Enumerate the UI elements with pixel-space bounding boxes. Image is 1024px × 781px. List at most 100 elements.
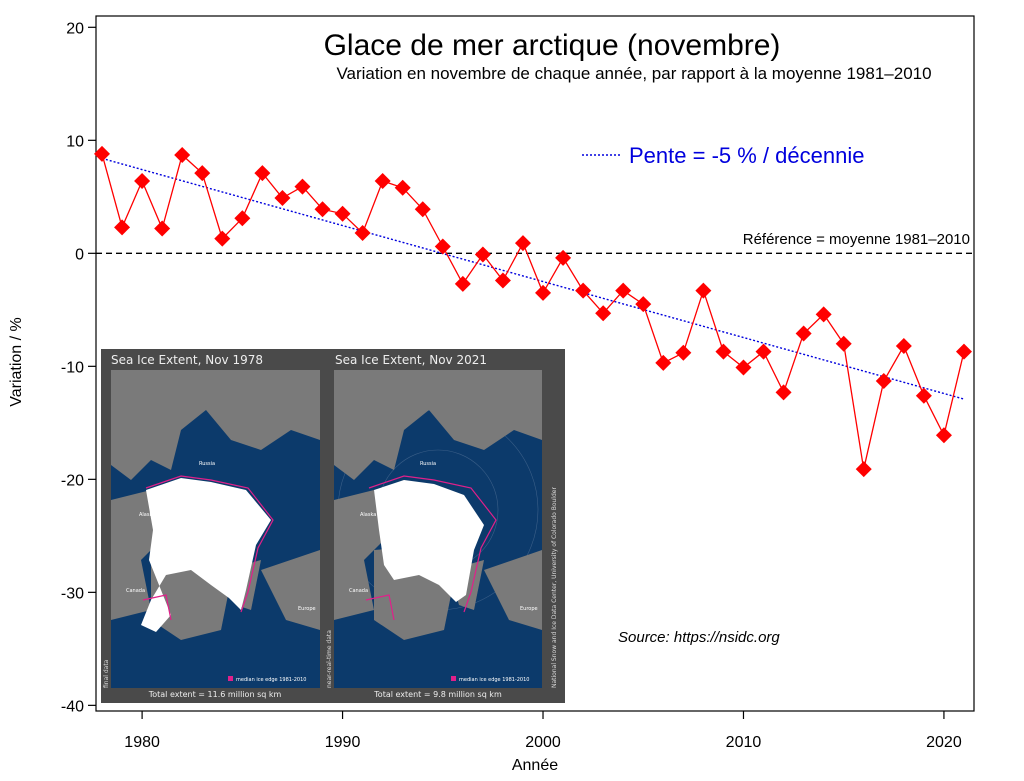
median-ice-edge-south (142, 594, 172, 621)
x-tick-label: 1990 (325, 734, 361, 751)
label-europe: Europe (298, 606, 316, 612)
trend-line (101, 157, 965, 400)
data-point-1979 (114, 219, 131, 236)
data-point-1988 (294, 178, 311, 195)
data-point-2000 (535, 284, 552, 301)
data-point-2006 (655, 354, 672, 371)
data-point-2021 (955, 343, 972, 360)
data-point-1980 (134, 172, 151, 189)
data-point-2016 (855, 461, 872, 478)
data-point-2004 (615, 282, 632, 299)
label-greenland: Greenland (209, 534, 235, 540)
land-europe (261, 550, 320, 630)
x-tick-label: 2000 (525, 734, 561, 751)
map-1978-total: Total extent = 11.6 million sq km (148, 690, 282, 699)
y-tick-label: -20 (61, 472, 84, 489)
data-point-1999 (514, 235, 531, 252)
land-russia (334, 370, 542, 480)
chart-subtitle: Variation en novembre de chaque année, p… (336, 64, 931, 83)
data-point-2002 (575, 282, 592, 299)
map-2021-total: Total extent = 9.8 million sq km (373, 690, 502, 699)
data-point-2009 (715, 343, 732, 360)
reference-label: Référence = moyenne 1981–2010 (743, 231, 970, 248)
data-point-1978 (94, 145, 111, 162)
median-ice-edge (145, 475, 274, 613)
data-point-1982 (174, 147, 191, 163)
map-2021-legend: median ice edge 1981-2010 (459, 677, 529, 683)
legend: Pente = -5 % / décennie (582, 143, 864, 168)
label-greenland: Greenland (430, 534, 456, 540)
y-tick-label: -40 (61, 698, 84, 715)
label-alaska: Alaska (360, 512, 376, 518)
data-point-2005 (635, 296, 652, 313)
data-point-1986 (254, 165, 271, 182)
y-tick-label: 20 (66, 20, 84, 37)
y-axis: 20 10 0 -10 -20 -30 -40 (61, 20, 96, 715)
data-point-1987 (274, 189, 291, 206)
map-1978-panel: Russia Alaska Canada Greenland Europe me… (111, 370, 320, 688)
data-point-2012 (775, 384, 792, 401)
data-point-1993 (394, 179, 411, 196)
map-1978-title: Sea Ice Extent, Nov 1978 (111, 353, 263, 367)
data-point-1981 (154, 220, 171, 237)
data-point-2014 (815, 306, 832, 323)
inset-credit: National Snow and Ice Data Center, Unive… (551, 487, 558, 688)
label-canada: Canada (126, 588, 145, 594)
label-europe: Europe (520, 606, 538, 612)
data-point-2001 (555, 249, 572, 266)
legend-median-swatch (451, 676, 456, 681)
land-alaska-canada (111, 490, 161, 620)
map-1978-legend: median ice edge 1981-2010 (236, 677, 306, 683)
data-point-2017 (875, 373, 892, 390)
data-point-1989 (314, 201, 331, 218)
map-1978: Sea Ice Extent, Nov 1978 Russia Alaska C… (103, 353, 320, 699)
legend-median-swatch (228, 676, 233, 681)
sea-ice-extent (374, 480, 484, 602)
data-point-2015 (835, 335, 852, 352)
plot-frame (95, 15, 975, 712)
data-point-2010 (735, 359, 752, 376)
map-2021: Sea Ice Extent, Nov 2021 Russia Alaska C… (326, 353, 542, 699)
data-point-1983 (194, 165, 211, 182)
map-2021-side-label: near-real-time data (326, 630, 333, 688)
label-russia: Russia (199, 461, 215, 467)
y-tick-label: 0 (75, 246, 84, 263)
median-ice-edge (368, 475, 497, 613)
data-point-2020 (935, 427, 952, 444)
data-point-1995 (434, 238, 451, 255)
map-1978-side-label: final data (103, 659, 110, 688)
series-line-group (94, 145, 972, 478)
source-annotation: Source: https://nsidc.org (618, 629, 780, 646)
legend-trend-label: Pente = -5 % / décennie (629, 143, 864, 168)
data-point-1997 (474, 246, 491, 263)
data-point-2011 (755, 343, 772, 360)
x-axis: 1980 1990 2000 2010 2020 (124, 711, 962, 751)
data-point-1994 (414, 201, 431, 218)
chart-title: Glace de mer arctique (novembre) (324, 29, 781, 62)
inset-sea-ice-maps: Sea Ice Extent, Nov 1978 Russia Alaska C… (101, 349, 565, 703)
data-point-1996 (454, 275, 471, 292)
data-point-1992 (374, 172, 391, 189)
y-tick-label: -10 (61, 359, 84, 376)
map-2021-title: Sea Ice Extent, Nov 2021 (335, 353, 487, 367)
data-point-1990 (334, 205, 351, 222)
data-point-1991 (354, 224, 371, 241)
data-point-1998 (494, 272, 511, 289)
y-tick-label: 10 (66, 133, 84, 150)
land-alaska-canada (334, 490, 384, 620)
data-point-2007 (675, 344, 692, 361)
data-point-2019 (915, 387, 932, 404)
data-point-1985 (234, 210, 251, 227)
y-tick-label: -30 (61, 585, 84, 602)
x-tick-label: 2020 (926, 734, 962, 751)
y-axis-title: Variation / % (8, 317, 25, 407)
x-tick-label: 1980 (124, 734, 160, 751)
label-alaska: Alaska (139, 512, 155, 518)
land-europe (484, 550, 542, 630)
label-russia: Russia (420, 461, 436, 467)
data-point-2003 (595, 305, 612, 322)
median-ice-edge-south (365, 594, 395, 621)
x-axis-title: Année (512, 757, 558, 774)
data-point-1984 (214, 230, 231, 247)
